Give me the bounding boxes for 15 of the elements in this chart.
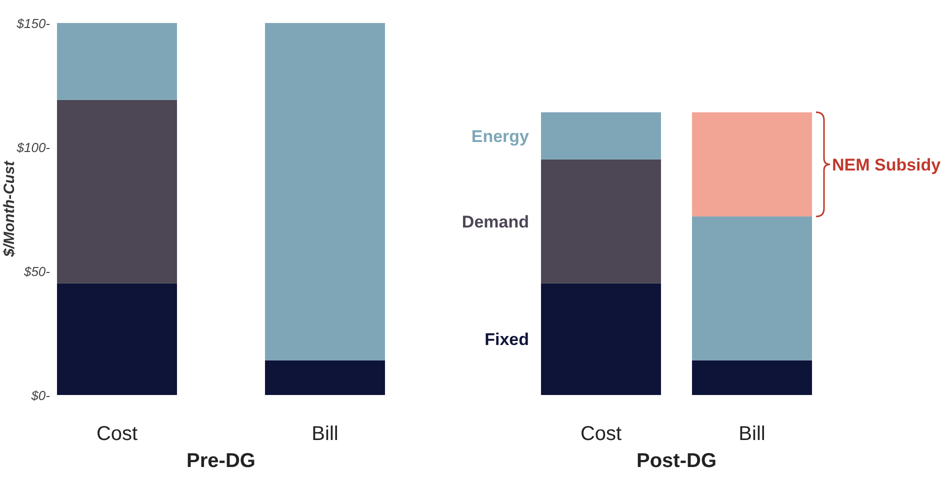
x-tick-label: Cost xyxy=(580,423,622,445)
x-tick-label: Bill xyxy=(312,423,338,445)
text: Post-DG xyxy=(636,450,716,472)
series-label: Demand xyxy=(462,212,529,232)
series-label: NEM Subsidy xyxy=(832,155,942,174)
text: Pre-DG xyxy=(186,450,256,472)
y-axis-title: $/Month-Cust xyxy=(1,160,18,258)
y-tick-label: $50- xyxy=(22,264,51,279)
series-label: Fixed xyxy=(484,330,529,350)
y-tick-label: $150- xyxy=(16,16,51,31)
y-tick-label: $0- xyxy=(30,388,51,403)
x-tick-label: Cost xyxy=(96,423,138,445)
series-label: Energy xyxy=(471,126,530,146)
x-tick-label: Bill xyxy=(738,423,766,445)
y-tick-label: $100- xyxy=(16,140,51,155)
